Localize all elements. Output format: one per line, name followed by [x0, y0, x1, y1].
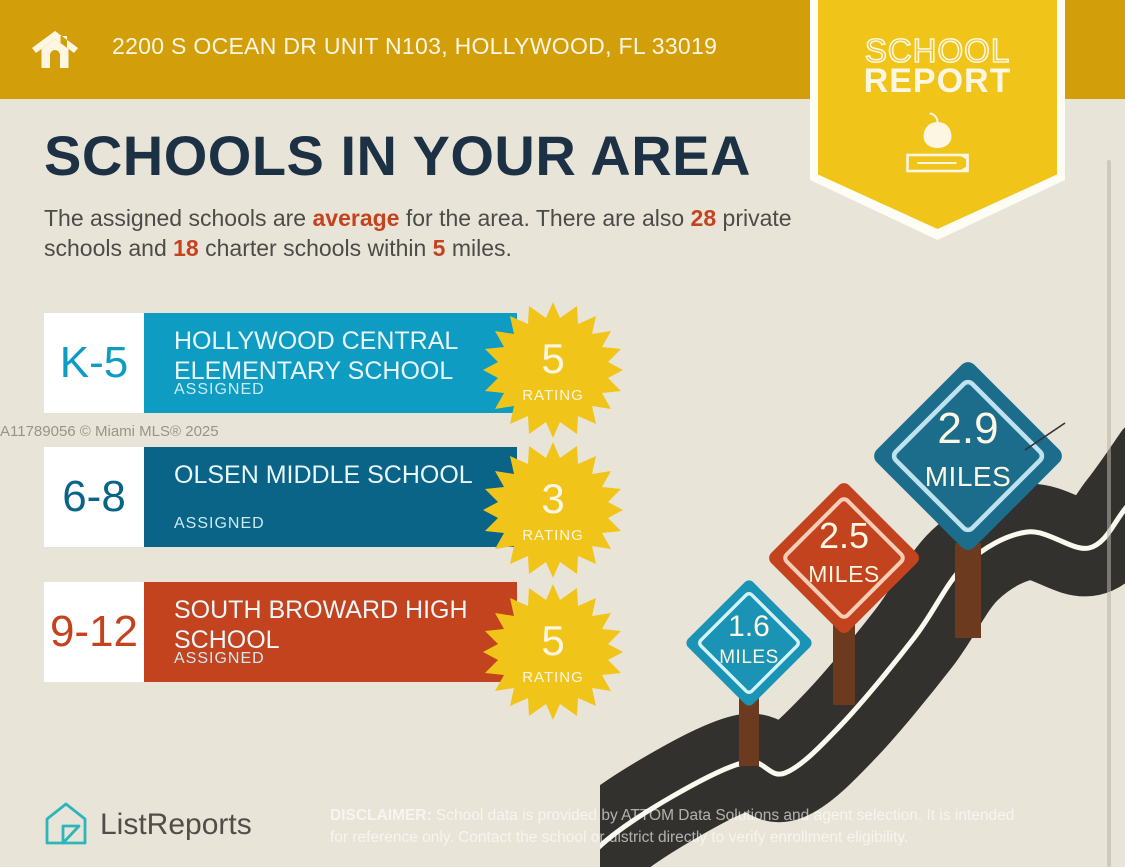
svg-text:5: 5	[541, 617, 564, 664]
svg-text:5: 5	[541, 335, 564, 382]
svg-text:3: 3	[541, 475, 564, 522]
svg-text:RATING: RATING	[522, 669, 584, 686]
svg-text:RATING: RATING	[522, 527, 584, 544]
svg-text:MILES: MILES	[925, 461, 1012, 492]
svg-text:2.9: 2.9	[937, 404, 998, 453]
svg-text:1.6: 1.6	[728, 610, 770, 643]
svg-text:RATING: RATING	[522, 387, 584, 404]
svg-text:2.5: 2.5	[819, 515, 869, 556]
